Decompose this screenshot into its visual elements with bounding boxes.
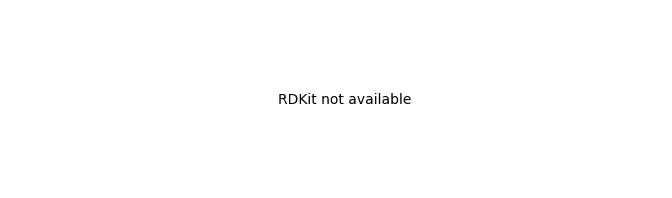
Text: RDKit not available: RDKit not available: [278, 93, 411, 107]
